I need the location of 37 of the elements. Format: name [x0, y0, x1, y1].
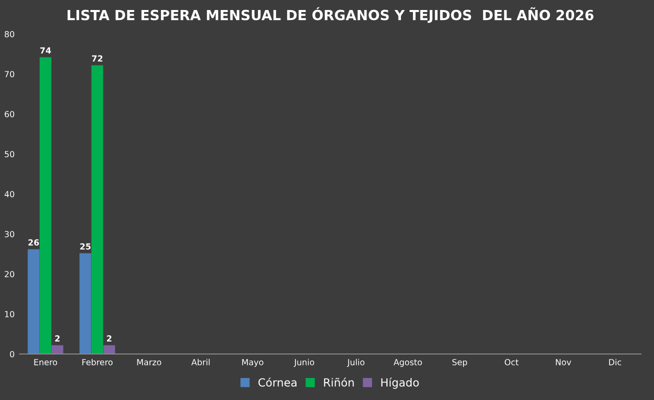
x-tick-label: Dic	[609, 358, 622, 366]
y-tick-label: 30	[4, 230, 14, 238]
data-label: 2	[106, 335, 112, 342]
data-label: 26	[28, 239, 39, 246]
x-tick-label: Junio	[294, 358, 314, 367]
data-label: 2	[55, 335, 60, 342]
y-tick-label: 60	[4, 110, 14, 118]
data-label: 74	[40, 47, 51, 54]
data-label: 25	[80, 243, 91, 250]
bar	[40, 57, 52, 354]
bar	[103, 345, 116, 354]
x-tick-label: Nov	[556, 359, 572, 366]
y-tick-label: 0	[10, 350, 14, 358]
x-tick-label: Mayo	[242, 359, 264, 367]
x-tick-label: Enero	[34, 359, 58, 366]
x-tick-label: Oct	[504, 359, 518, 366]
y-tick-label: 80	[4, 30, 14, 38]
bar	[28, 249, 40, 354]
y-tick-label: 20	[4, 270, 14, 278]
y-tick-label: 50	[4, 150, 14, 158]
x-tick-label: Agosto	[394, 359, 422, 367]
y-tick-label: 40	[4, 190, 14, 198]
x-tick-label: Sep	[452, 359, 468, 367]
y-tick-label: 70	[4, 70, 14, 78]
legend-label: Córnea	[258, 378, 296, 387]
legend-label: Riñón	[324, 378, 354, 387]
data-label: 72	[92, 55, 102, 62]
bar	[52, 345, 64, 354]
legend-label: Hígado	[381, 378, 419, 389]
x-tick-label: Marzo	[137, 359, 162, 366]
x-tick-label: Julio	[346, 358, 364, 367]
bar	[80, 253, 92, 354]
y-tick-label: 10	[5, 310, 14, 318]
x-tick-label: Febrero	[82, 358, 113, 366]
bar	[91, 65, 104, 354]
x-tick-label: Abril	[191, 358, 210, 366]
chart-title: LISTA DE ESPERA MENSUAL DE ÓRGANOS Y TEJIDOS DEL AÑO 2026	[68, 7, 594, 23]
